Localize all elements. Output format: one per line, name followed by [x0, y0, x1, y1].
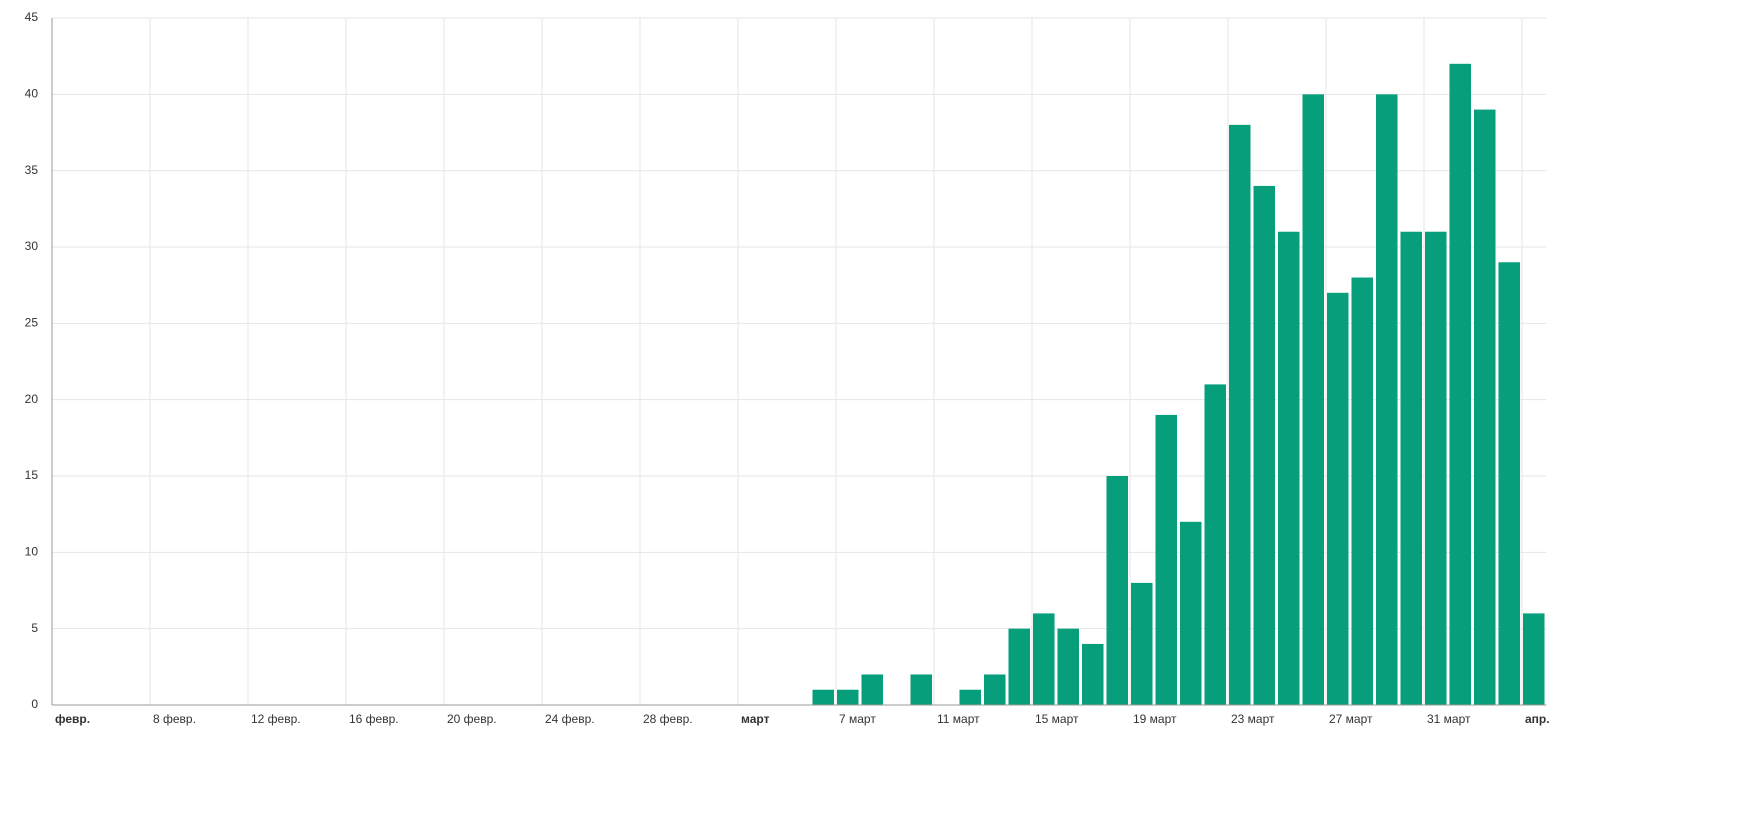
x-tick-label: 24 февр. [545, 712, 595, 726]
x-tick-label: 23 март [1231, 712, 1275, 726]
y-tick-label: 10 [25, 545, 39, 559]
bar [837, 689, 859, 705]
x-tick-label: 28 февр. [643, 712, 693, 726]
bar [1523, 613, 1545, 705]
bar [1131, 582, 1153, 705]
bar [861, 674, 883, 705]
x-tick-label: 15 март [1035, 712, 1079, 726]
bar [1474, 109, 1496, 706]
bar [1400, 231, 1422, 705]
y-tick-label: 20 [25, 392, 39, 406]
x-tick-label: 7 март [839, 712, 876, 726]
x-tick-label: 20 февр. [447, 712, 497, 726]
bar [812, 689, 834, 705]
bar [1327, 292, 1349, 705]
bar [1106, 476, 1128, 705]
bar [1449, 63, 1471, 706]
bar [1351, 277, 1373, 705]
x-tick-label: 31 март [1427, 712, 1471, 726]
bar [1376, 94, 1398, 706]
x-tick-label: март [741, 712, 770, 726]
x-tick-label: 27 март [1329, 712, 1373, 726]
y-tick-label: 15 [25, 468, 39, 482]
bar [1008, 628, 1030, 705]
x-tick-label: 8 февр. [153, 712, 196, 726]
y-tick-label: 30 [25, 239, 39, 253]
x-tick-label: 12 февр. [251, 712, 301, 726]
bar [1498, 262, 1520, 705]
bar [1033, 613, 1055, 705]
bar [1425, 231, 1447, 705]
bar [984, 674, 1006, 705]
bar [959, 689, 981, 705]
x-tick-label: 11 март [937, 712, 980, 726]
bar [1278, 231, 1300, 705]
bar [1253, 185, 1275, 705]
bar [1204, 384, 1226, 705]
y-tick-label: 25 [25, 316, 39, 330]
bar [1302, 94, 1324, 706]
x-tick-label: февр. [55, 712, 90, 726]
y-tick-label: 0 [31, 697, 38, 711]
y-tick-label: 5 [31, 621, 38, 635]
y-tick-label: 35 [25, 163, 39, 177]
bar [910, 674, 932, 705]
y-tick-label: 40 [25, 87, 39, 101]
x-tick-label: апр. [1525, 712, 1550, 726]
bar [1229, 124, 1251, 705]
bar [1155, 414, 1177, 705]
y-tick-label: 45 [25, 10, 39, 24]
bar [1057, 628, 1079, 705]
x-tick-label: 19 март [1133, 712, 1177, 726]
bar [1180, 521, 1202, 705]
x-tick-label: 16 февр. [349, 712, 399, 726]
bar [1082, 643, 1104, 705]
